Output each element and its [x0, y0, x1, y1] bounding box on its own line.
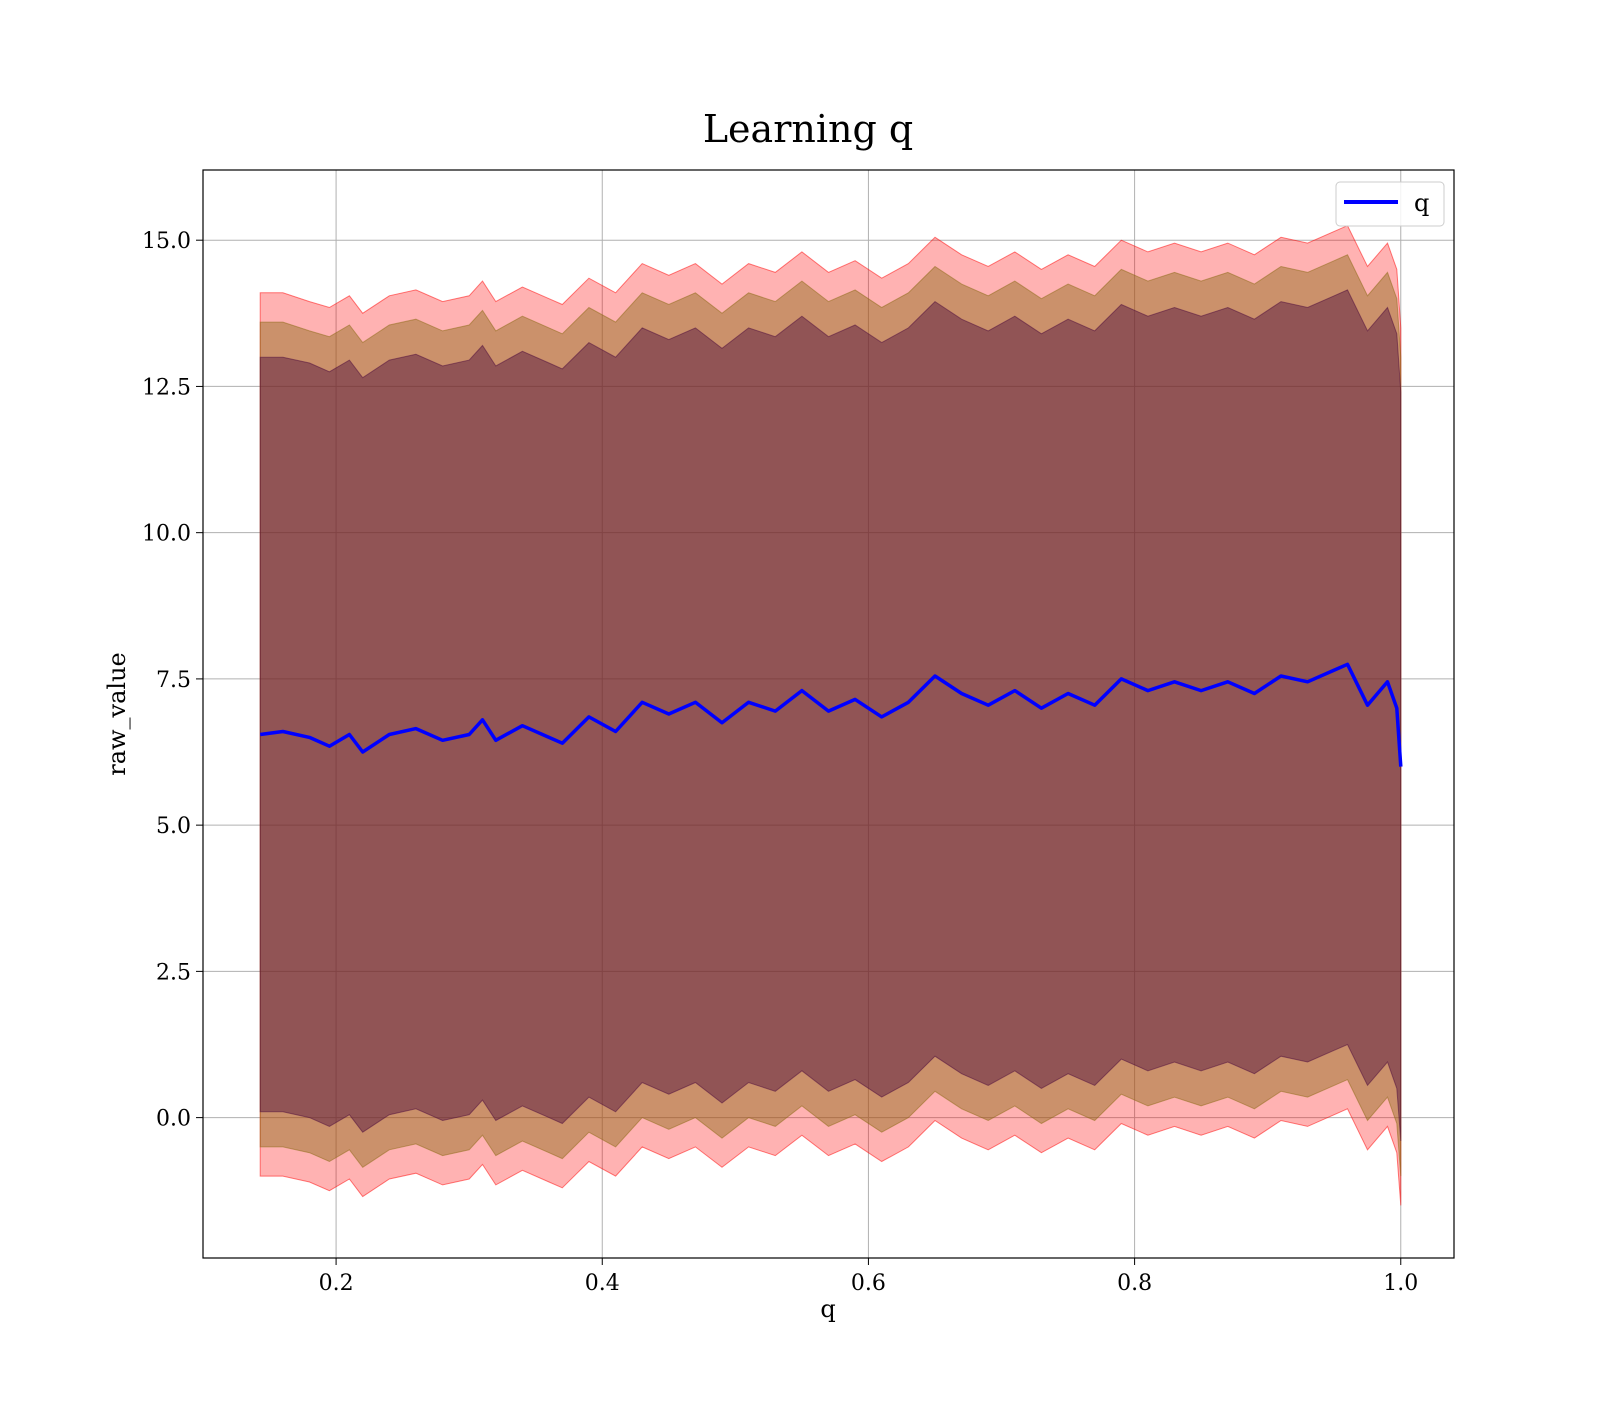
y-tick-label-4: 10.0 — [142, 522, 191, 547]
legend: q — [1335, 181, 1445, 227]
chart-title: Learning q — [703, 107, 913, 151]
x-axis-label: q — [820, 1295, 835, 1323]
band-2 — [259, 289, 1402, 1142]
y-tick-label-3: 7.5 — [156, 668, 191, 693]
y-axis-ticks: 0.0 2.5 5.0 7.5 10.0 12.5 15.0 — [142, 229, 203, 1132]
band-1 — [259, 254, 1402, 1177]
series-lines — [259, 662, 1403, 767]
confidence-bands — [259, 224, 1402, 1206]
x-axis-ticks: 0.2 0.4 0.6 0.8 1.0 — [319, 1258, 1418, 1296]
band-0 — [259, 224, 1402, 1206]
x-tick-label-0: 0.2 — [319, 1271, 354, 1296]
y-tick-label-1: 2.5 — [156, 960, 191, 985]
series-line-q — [259, 662, 1403, 767]
legend-label-q: q — [1414, 189, 1429, 217]
x-tick-label-4: 1.0 — [1383, 1271, 1418, 1296]
y-tick-label-5: 12.5 — [142, 375, 191, 400]
y-axis-label: raw_value — [103, 652, 131, 776]
x-tick-label-2: 0.6 — [851, 1271, 886, 1296]
y-tick-label-0: 0.0 — [156, 1107, 191, 1132]
x-tick-label-1: 0.4 — [585, 1271, 620, 1296]
y-tick-label-2: 5.0 — [156, 814, 191, 839]
x-tick-label-3: 0.8 — [1117, 1271, 1152, 1296]
plot-frame — [202, 169, 1455, 1259]
y-tick-label-6: 15.0 — [142, 229, 191, 254]
